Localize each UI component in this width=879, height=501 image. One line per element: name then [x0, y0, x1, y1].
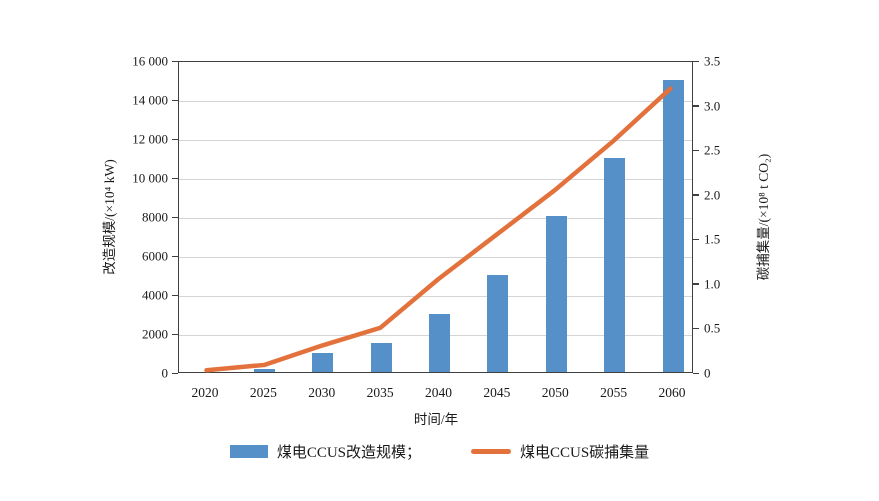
right-axis-title: 碳捕集量/(×10⁸ t CO₂): [756, 153, 771, 281]
right-tick: [693, 238, 699, 241]
x-axis-title: 时间/年: [413, 412, 459, 427]
left-tick: [172, 99, 178, 101]
left-tick: [172, 177, 178, 179]
legend-label-capture-amount: 煤电CCUS碳捕集量: [520, 445, 650, 461]
legend: 煤电CCUS改造规模； 煤电CCUS碳捕集量: [0, 441, 879, 462]
right-tick-label: 1.0: [704, 276, 721, 292]
left-tick-label: 14 000: [132, 92, 168, 108]
left-tick-label: 2000: [142, 326, 168, 342]
right-tick-label: 0.5: [704, 320, 721, 336]
bar-series-swatch-icon: [229, 445, 268, 458]
left-tick: [172, 372, 178, 374]
x-tick-label: 2035: [366, 385, 394, 400]
left-tick: [172, 255, 178, 257]
right-tick-label: 2.0: [704, 187, 721, 203]
bar-2045: [487, 274, 509, 372]
capture-amount-line: [204, 86, 673, 373]
right-tick: [693, 372, 699, 374]
line-series-layer: [204, 86, 673, 373]
left-tick-label: 12 000: [132, 131, 168, 147]
bar-2040: [429, 313, 450, 372]
plot-area: [178, 61, 693, 373]
line-series-swatch-icon: [471, 449, 511, 454]
legend-label-retrofit-scale: 煤电CCUS改造规模；: [276, 445, 421, 461]
x-tick-label: 2050: [541, 385, 569, 400]
left-tick: [172, 216, 178, 218]
gridline: [179, 257, 692, 258]
right-tick: [693, 194, 699, 196]
right-tick: [693, 283, 699, 285]
legend-item-capture-amount: 煤电CCUS碳捕集量: [471, 441, 649, 462]
left-axis-title: 改造规模/(×10⁴ kW): [102, 159, 117, 275]
right-tick-label: 2.5: [704, 142, 721, 158]
left-tick: [172, 294, 178, 296]
right-tick-label: 0: [704, 365, 711, 381]
x-tick-label: 2030: [308, 385, 336, 400]
left-tick-label: 10 000: [132, 170, 168, 186]
right-tick-label: 3.0: [704, 98, 721, 114]
gridline: [179, 140, 692, 141]
x-tick-label: 2020: [191, 385, 219, 400]
x-tick-label: 2045: [483, 385, 511, 400]
gridline: [179, 179, 692, 180]
bar-2055: [604, 157, 626, 372]
bar-2060: [662, 79, 684, 372]
right-tick: [693, 149, 699, 152]
x-tick-label: 2055: [600, 385, 628, 400]
left-tick: [172, 60, 178, 62]
gridline: [179, 218, 692, 219]
left-tick-label: 4000: [142, 287, 168, 303]
left-tick: [172, 333, 178, 335]
right-tick: [693, 60, 699, 62]
right-tick-label: 1.5: [704, 231, 721, 247]
left-tick-label: 8000: [142, 209, 168, 225]
x-tick-label: 2060: [658, 385, 686, 400]
left-tick-label: 6000: [142, 248, 168, 264]
legend-item-retrofit-scale: 煤电CCUS改造规模；: [229, 441, 421, 462]
right-tick: [693, 327, 699, 330]
bar-2050: [545, 216, 567, 372]
left-tick-label: 0: [161, 365, 169, 381]
left-tick: [172, 138, 178, 140]
right-tick: [693, 105, 699, 107]
left-tick-label: 16 000: [132, 53, 168, 69]
right-tick-label: 3.5: [704, 53, 721, 69]
bar-2030: [312, 352, 334, 372]
gridline: [179, 101, 692, 102]
gridline: [179, 296, 692, 297]
x-tick-label: 2025: [249, 385, 277, 400]
bar-2025: [253, 369, 275, 372]
bar-2035: [370, 342, 392, 372]
x-tick-label: 2040: [425, 385, 452, 400]
